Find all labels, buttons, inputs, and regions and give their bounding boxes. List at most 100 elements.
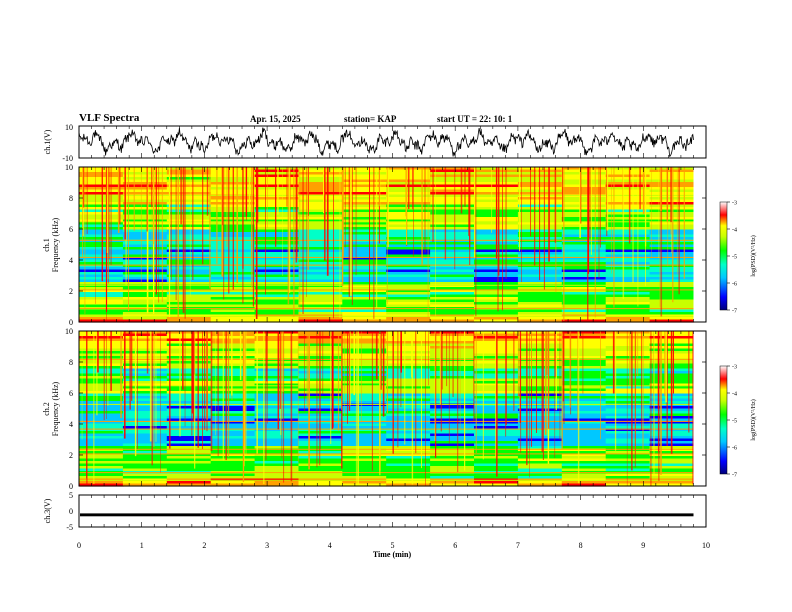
spectrogram-cell <box>342 461 387 465</box>
spectrogram-cell <box>561 451 607 455</box>
spectrogram-cell <box>605 406 651 410</box>
spectrogram-cell <box>430 473 475 477</box>
spectrogram-cell <box>386 378 431 382</box>
spectrogram-sferic <box>555 331 557 411</box>
spectrogram-cell <box>79 249 124 253</box>
spectrogram-cell <box>605 433 651 437</box>
spectrogram-cell <box>254 222 300 226</box>
spectrogram-cell <box>517 448 563 452</box>
spectrogram-cell <box>79 274 124 278</box>
spectrogram-cell <box>166 483 212 487</box>
spectrogram-cell <box>517 408 563 412</box>
spectrogram-cell <box>561 458 607 462</box>
spectrogram-cell <box>605 361 651 365</box>
spectrogram-sferic <box>170 167 172 280</box>
spectrogram-cell <box>79 244 124 248</box>
spectrogram-cell <box>254 229 300 233</box>
spectrogram-cell <box>605 423 651 427</box>
spectrogram-cell <box>166 363 212 367</box>
spectrogram-sferic <box>84 167 86 315</box>
spectrogram-sferic <box>133 167 135 231</box>
spectrogram-sferic <box>531 331 532 447</box>
spectrogram-sferic <box>344 331 346 417</box>
spectrogram-cell <box>254 433 300 437</box>
spectrogram-cell <box>166 373 212 377</box>
spectrogram-cell <box>649 202 695 206</box>
spectrogram-cell <box>649 194 695 198</box>
spectrogram-cell <box>386 446 431 450</box>
spectrogram-cell <box>605 331 651 335</box>
spectrogram-cell <box>342 476 387 480</box>
spectrogram-cell <box>254 371 300 375</box>
spectrogram-cell <box>166 209 212 213</box>
spectrogram-cell <box>386 358 431 362</box>
spectrogram-cell <box>166 222 212 226</box>
spectrogram-line <box>79 472 694 474</box>
spectrogram-cell <box>210 413 256 417</box>
spectrogram-sferic <box>589 167 591 238</box>
spectrogram-cell <box>561 282 607 286</box>
spectrogram-cell <box>561 356 607 360</box>
spectrogram-cell <box>298 252 343 256</box>
spectrogram-cell <box>561 277 607 281</box>
spectrogram-cell <box>298 269 343 273</box>
spectrogram-sferic <box>146 167 148 232</box>
spectrogram-cell <box>517 463 563 467</box>
spectrogram-cell <box>649 224 695 228</box>
spectrogram-sferic <box>202 331 203 449</box>
date-label: Apr. 15, 2025 <box>250 114 301 124</box>
spectrogram-sferic <box>464 167 466 207</box>
spectrogram-cell <box>649 252 695 256</box>
spectrogram-cell <box>210 376 256 380</box>
spectrogram-sferic <box>415 331 417 454</box>
spectrogram-cell <box>430 416 475 420</box>
spectrogram-cell <box>210 386 256 390</box>
spectrogram-cell <box>474 289 519 293</box>
spectrogram-cell <box>605 237 651 241</box>
spectrogram-cell <box>386 426 431 430</box>
colorbar-tick-label: -7 <box>732 309 737 315</box>
spectrogram-cell <box>605 448 651 452</box>
spectrogram-cell <box>649 297 695 301</box>
spectrogram-cell <box>79 406 124 410</box>
spectrogram-cell <box>166 252 212 256</box>
spectrogram-cell <box>517 438 563 442</box>
spectrogram-cell <box>79 346 124 350</box>
spectrogram-cell <box>254 202 300 206</box>
spectrogram-cell <box>561 381 607 385</box>
spectrogram-cell <box>649 204 695 208</box>
spectrogram-cell <box>342 453 387 457</box>
spectrogram-cell <box>254 294 300 298</box>
spectrogram-cell <box>79 272 124 276</box>
spectrogram-cell <box>561 361 607 365</box>
spectrogram-cell <box>254 312 300 316</box>
spectrogram-cell <box>605 317 651 321</box>
spectrogram-cell <box>517 421 563 425</box>
spectrogram-line <box>79 289 694 291</box>
spectrogram-cell <box>79 187 124 191</box>
spectrogram-cell <box>254 232 300 236</box>
spectrogram-cell <box>430 319 475 323</box>
spectrogram-cell <box>210 351 256 355</box>
spectrogram-cell <box>122 446 168 450</box>
colorbar-tick-label: -3 <box>732 365 737 371</box>
spectrogram-cell <box>79 451 124 455</box>
spectrogram-sferic <box>536 331 537 433</box>
spectrogram-cell <box>342 438 387 442</box>
spectrogram-cell <box>79 204 124 208</box>
spectrogram-cell <box>79 351 124 355</box>
ch1-colorbar-label: log(PSD)(V²/Hz) <box>750 235 757 276</box>
spectrogram-cell <box>517 381 563 385</box>
spectrogram-cell <box>122 351 168 355</box>
spectrogram-cell <box>254 197 300 201</box>
spectrogram-cell <box>430 292 475 296</box>
spectrogram-sferic <box>287 167 290 305</box>
spectrogram-sferic <box>612 331 615 394</box>
spectrogram-cell <box>561 378 607 382</box>
spectrogram-cell <box>342 433 387 437</box>
spectrogram-cell <box>166 448 212 452</box>
spectrogram-cell <box>79 229 124 233</box>
spectrogram-cell <box>386 366 431 370</box>
spectrogram-cell <box>210 343 256 347</box>
spectrogram-cell <box>79 476 124 480</box>
